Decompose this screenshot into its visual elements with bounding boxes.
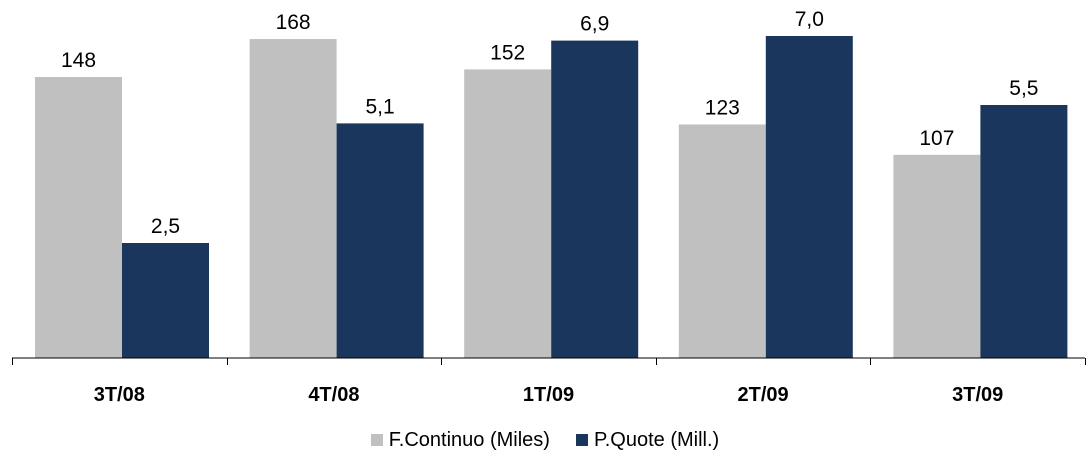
data-label-p-quote-2: 6,9 bbox=[580, 13, 609, 36]
data-label-p-quote-0: 2,5 bbox=[151, 215, 180, 238]
x-tick-label-4: 3T/09 bbox=[952, 384, 1003, 406]
data-label-p-quote-4: 5,5 bbox=[1009, 77, 1038, 100]
bar-f-continuo-4 bbox=[893, 155, 980, 358]
bar-chart: 148 2,5 3T/08 168 5,1 4T/08 152 6,9 1T/09 123 7,0 2… bbox=[0, 0, 1090, 425]
legend-swatch-p-quote bbox=[576, 434, 588, 446]
legend-item-f-continuo: F.Continuo (Miles) bbox=[371, 429, 550, 452]
data-label-f-continuo-2: 152 bbox=[490, 41, 525, 64]
data-label-p-quote-1: 5,1 bbox=[365, 95, 394, 118]
data-label-f-continuo-3: 123 bbox=[705, 96, 740, 119]
data-label-f-continuo-1: 168 bbox=[276, 11, 311, 34]
data-label-f-continuo-4: 107 bbox=[919, 127, 954, 150]
bar-f-continuo-0 bbox=[35, 77, 122, 358]
data-label-f-continuo-0: 148 bbox=[61, 49, 96, 72]
x-tick-label-0: 3T/08 bbox=[94, 384, 145, 406]
bar-f-continuo-1 bbox=[250, 39, 337, 358]
bar-f-continuo-3 bbox=[679, 124, 766, 358]
legend-label-p-quote: P.Quote (Mill.) bbox=[594, 429, 719, 452]
legend: F.Continuo (Miles) P.Quote (Mill.) bbox=[0, 428, 1090, 452]
data-label-p-quote-3: 7,0 bbox=[795, 8, 824, 31]
bar-f-continuo-2 bbox=[464, 69, 551, 358]
legend-item-p-quote: P.Quote (Mill.) bbox=[576, 429, 719, 452]
legend-label-f-continuo: F.Continuo (Miles) bbox=[389, 429, 550, 452]
legend-swatch-f-continuo bbox=[371, 434, 383, 446]
bar-p-quote-1 bbox=[337, 123, 424, 358]
x-tick-label-3: 2T/09 bbox=[738, 384, 789, 406]
x-tick-label-1: 4T/08 bbox=[308, 384, 359, 406]
bar-p-quote-0 bbox=[122, 243, 209, 358]
bar-p-quote-2 bbox=[551, 41, 638, 358]
bar-p-quote-4 bbox=[980, 105, 1067, 358]
bar-p-quote-3 bbox=[766, 36, 853, 358]
x-tick-label-2: 1T/09 bbox=[523, 384, 574, 406]
